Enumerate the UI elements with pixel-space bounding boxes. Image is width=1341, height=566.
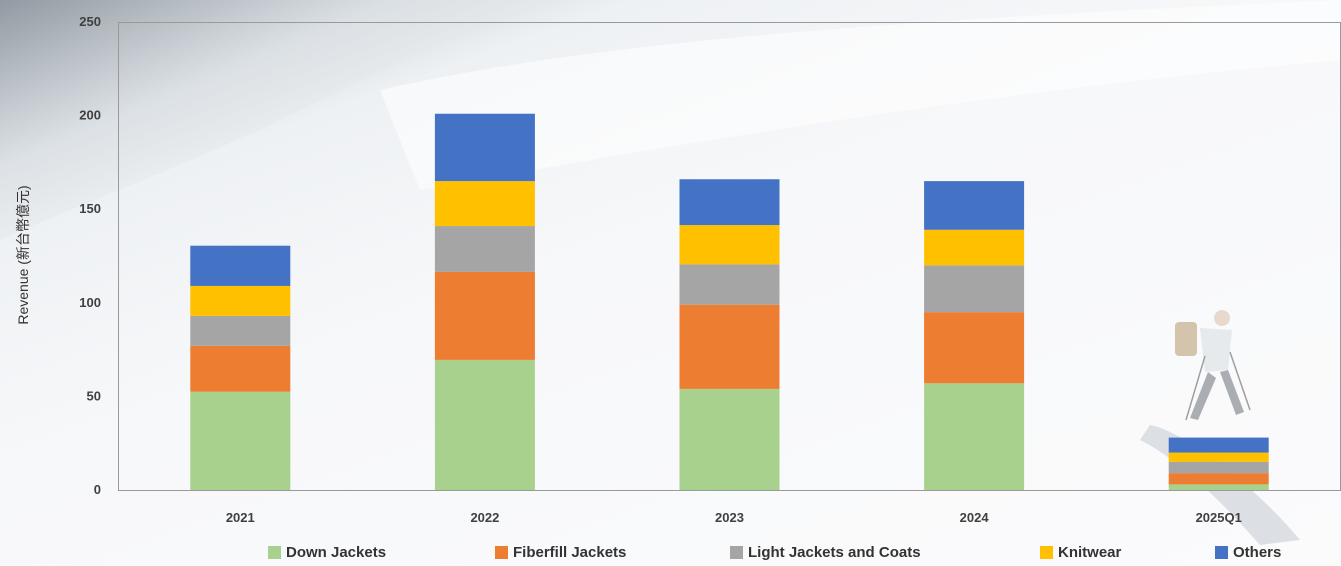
skier-figure [1175, 310, 1251, 421]
bar-knitwear-2024 [924, 229, 1025, 266]
bar-fiberfill-jackets-2024 [924, 312, 1025, 384]
bar-knitwear-2022 [434, 181, 535, 227]
bar-knitwear-2023 [679, 225, 780, 265]
y-tick-label: 200 [79, 108, 101, 123]
x-axis-ticks: 2021 2022 2023 2024 2025Q1 [226, 510, 1242, 525]
legend-item-down-jackets: Down Jackets [268, 544, 386, 561]
bar-others-2024 [924, 181, 1025, 230]
legend-swatch [730, 546, 743, 559]
x-tick-label: 2025Q1 [1196, 510, 1242, 525]
y-tick-label: 50 [87, 388, 101, 403]
y-axis-ticks: 0 50 100 150 200 250 [79, 14, 101, 497]
legend-item-knitwear: Knitwear [1040, 544, 1121, 561]
legend-item-fiberfill-jackets: Fiberfill Jackets [495, 544, 626, 561]
bar-fiberfill-jackets-2025q1 [1168, 473, 1269, 485]
bar-knitwear-2025q1 [1168, 452, 1269, 462]
x-tick-label: 2024 [960, 510, 990, 525]
bar-light-jackets-and-coats-2025q1 [1168, 461, 1269, 474]
bars-group [190, 113, 1269, 490]
legend-item-light-jackets-and-coats: Light Jackets and Coats [730, 544, 921, 561]
y-tick-label: 150 [79, 201, 101, 216]
legend-swatch [268, 546, 281, 559]
bar-down-jackets-2023 [679, 388, 780, 490]
x-tick-label: 2021 [226, 510, 255, 525]
bar-others-2021 [190, 245, 291, 286]
bar-knitwear-2021 [190, 285, 291, 316]
bar-down-jackets-2022 [434, 359, 535, 490]
x-tick-label: 2022 [470, 510, 499, 525]
bar-light-jackets-and-coats-2022 [434, 226, 535, 272]
bar-light-jackets-and-coats-2021 [190, 315, 291, 346]
legend-swatch [1215, 546, 1228, 559]
x-tick-label: 2023 [715, 510, 744, 525]
legend-label: Others [1233, 544, 1282, 561]
bar-light-jackets-and-coats-2024 [924, 265, 1025, 313]
legend-label: Down Jackets [286, 544, 387, 561]
y-tick-label: 0 [94, 482, 101, 497]
legend-swatch [1040, 546, 1053, 559]
y-tick-label: 100 [79, 295, 101, 310]
bar-down-jackets-2024 [924, 383, 1025, 490]
y-axis-label: Revenue (新台幣億元) [15, 185, 31, 324]
bar-others-2025q1 [1168, 437, 1269, 453]
bar-down-jackets-2021 [190, 391, 291, 490]
legend-label: Light Jackets and Coats [748, 544, 921, 561]
bar-down-jackets-2025q1 [1168, 484, 1269, 490]
bar-fiberfill-jackets-2023 [679, 304, 780, 389]
legend: Down Jackets Fiberfill Jackets Light Jacke… [0, 544, 1341, 564]
y-tick-label: 250 [79, 14, 101, 29]
bar-others-2022 [434, 113, 535, 182]
legend-item-others: Others [1215, 544, 1281, 561]
bar-fiberfill-jackets-2021 [190, 345, 291, 392]
bar-light-jackets-and-coats-2023 [679, 264, 780, 305]
legend-label: Fiberfill Jackets [513, 544, 627, 561]
legend-label: Knitwear [1058, 544, 1122, 561]
bar-fiberfill-jackets-2022 [434, 271, 535, 360]
snow-ridge [380, 0, 1341, 190]
mountain-ridge [0, 0, 560, 240]
legend-swatch [495, 546, 508, 559]
bar-others-2023 [679, 179, 780, 226]
